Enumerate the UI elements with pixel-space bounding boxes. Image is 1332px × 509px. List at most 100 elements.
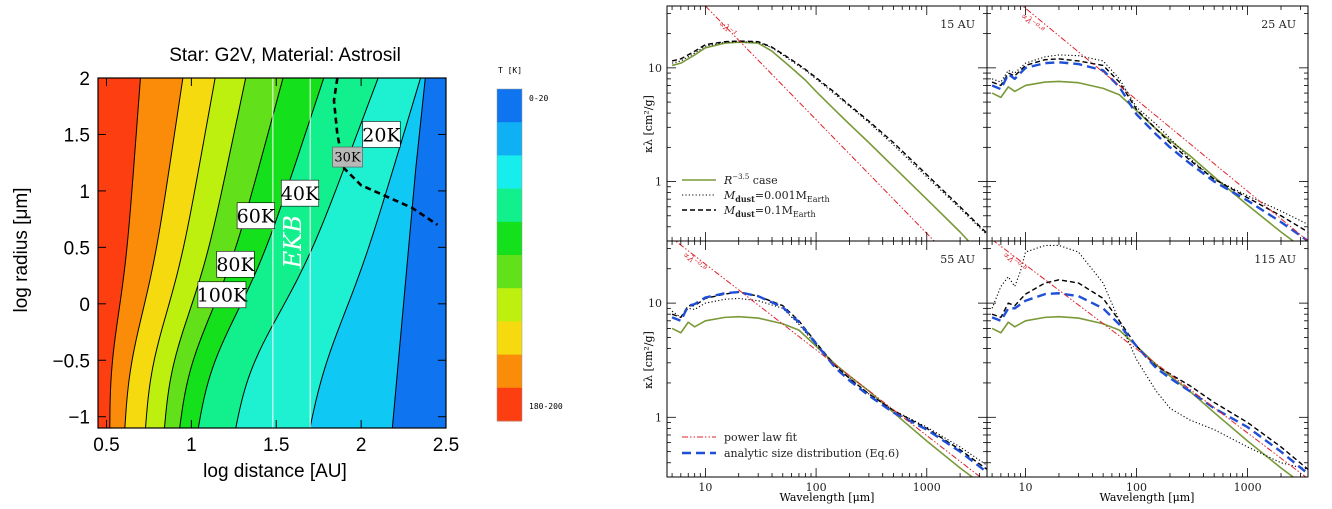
series-dashed-blue-1 (991, 61, 1308, 241)
series-solid-olive-0 (671, 41, 970, 241)
contour-label-box-2 (280, 179, 320, 207)
series-powerlaw-3 (993, 241, 1307, 477)
panel-frame-0 (666, 5, 988, 242)
series-dotted-black-1 (991, 54, 1308, 225)
contour-line-0 (109, 77, 141, 429)
powerlaw-label-2: ∝λ⁻⁰·⁸ (681, 250, 708, 275)
panel-label-3: 115 AU (1254, 253, 1296, 266)
contour-line-8 (391, 77, 426, 429)
band-7 (235, 78, 421, 428)
contour-label-4: 80K (216, 254, 255, 276)
xtick-label-2-2: 1000 (913, 481, 941, 494)
contour-frame (97, 77, 447, 429)
colorbar-cell-5 (497, 255, 522, 289)
opacity-panels: 15 AU∝λ⁻¹ 25 AU∝λ⁻⁰·⁸55 AU∝λ⁻⁰·⁸ 115 AU∝λ⁻… (642, 5, 1309, 504)
legend-text-1: Mdust=0.001MEarth (723, 189, 830, 204)
panel-2 (671, 241, 987, 477)
contour-label-1: 30K (334, 151, 361, 166)
colorbar: T [K] 0-20 180-200 (496, 66, 563, 422)
band-2 (124, 78, 216, 428)
xtick-label-3-2: 1000 (1234, 481, 1262, 494)
xtick-label-3-0: 10 (1019, 481, 1033, 494)
contour-plot: Star: G2V, Material: Astrosil EKB 20K30K… (11, 45, 459, 482)
ytick-label-1: 1.5 (64, 125, 90, 146)
ytick-label-2: 1 (79, 182, 90, 203)
panel-frame-1 (986, 5, 1309, 242)
contour-label-3: 60K (237, 206, 276, 228)
series-powerlaw-2 (674, 241, 982, 477)
legend-text-0: R−3.5 case (723, 173, 778, 187)
legend-text-1: analytic size distribution (Eq.6) (724, 447, 899, 460)
ytick-label-2-1: 1 (655, 411, 662, 424)
colorbar-top-label: 0-20 (529, 94, 548, 103)
contour-axes: 0.5 1 1.5 2 2.5 2 1.5 1 0.5 0 −0.5 −1 (52, 69, 459, 456)
ytick-label-5: −0.5 (52, 351, 90, 372)
colorbar-cell-6 (497, 288, 522, 322)
contour-title: Star: G2V, Material: Astrosil (169, 45, 401, 66)
xtick-label-2-0: 10 (698, 481, 712, 494)
panel-3 (991, 241, 1308, 477)
series-dashed-blue-3 (991, 292, 1308, 475)
xtick-label-3-1: 100 (1126, 481, 1147, 494)
xtick-label-2: 1.5 (263, 435, 289, 456)
series-dashed-black-0 (671, 40, 987, 234)
powerlaw-label-1: ∝λ⁻⁰·⁸ (1019, 12, 1046, 37)
contour-line-5 (197, 77, 325, 429)
colorbar-cell-4 (497, 221, 522, 256)
series-solid-olive-1 (991, 80, 1295, 241)
colorbar-bottom-label: 180-200 (529, 402, 563, 411)
colorbar-cell-9 (497, 387, 522, 422)
colorbar-cell-1 (497, 122, 522, 156)
xtick-label-2-1: 100 (806, 481, 827, 494)
legend-text-2: Mdust=0.1MEarth (723, 204, 816, 219)
contour-label-box-0 (362, 121, 401, 148)
colorbar-frame (496, 88, 523, 422)
sublimation-line (332, 77, 439, 226)
contour-ylabel: log radius [μm] (11, 188, 32, 313)
panel-frame-3 (986, 240, 1309, 478)
contour-label-box-5 (197, 281, 247, 309)
ytick-label-6: −1 (68, 408, 90, 429)
band-8 (309, 78, 426, 428)
colorbar-cells (496, 88, 523, 422)
colorbar-cell-7 (497, 321, 522, 356)
series-dotted-black-0 (671, 41, 987, 236)
series-dotted-black-2 (671, 297, 987, 466)
panel-frame-2 (666, 240, 988, 478)
band-0 (98, 78, 141, 428)
legend-top: R−3.5 case Mdust=0.001MEarthMdust=0.1MEar… (682, 173, 830, 219)
contour-label-5: 100K (197, 285, 248, 307)
series-dashed-black-2 (671, 291, 987, 470)
xtick-label-3: 2 (356, 435, 367, 456)
ylabel-top: κλ [cm²/g] (642, 95, 655, 153)
colorbar-cell-2 (497, 155, 522, 190)
colorbar-cell-3 (497, 188, 522, 223)
band-3 (145, 78, 246, 428)
ytick-label-4: 0 (79, 295, 90, 316)
ylabel-bottom: κλ [cm²/g] (642, 331, 655, 389)
contour-label-0: 20K (362, 124, 401, 146)
series-powerlaw-0 (705, 6, 935, 241)
series-powerlaw-1 (1021, 6, 1308, 241)
contour-label-box-3 (236, 202, 275, 230)
contour-xlabel: log distance [AU] (203, 461, 347, 482)
contour-lines (109, 77, 426, 429)
legend-bottom: power law fit analytic size distribution … (682, 431, 899, 460)
ytick-label-0-1: 1 (655, 176, 662, 189)
xtick-label-1: 1 (186, 435, 197, 456)
xlabel-left: Wavelength [μm] (780, 491, 875, 504)
contour-label-box-4 (216, 250, 255, 278)
contour-line-2 (145, 77, 216, 429)
ytick-label-2-0: 10 (648, 297, 662, 310)
panel-label-2: 55 AU (940, 253, 975, 266)
series-solid-olive-2 (671, 315, 974, 477)
panel-1 (991, 6, 1308, 241)
powerlaw-label-3: ∝λ⁻⁰·⁸ (1001, 250, 1028, 275)
colorbar-title: T [K] (498, 66, 522, 75)
ekb-label: EKB (279, 215, 307, 269)
xtick-label-0: 0.5 (93, 435, 119, 456)
series-dashed-black-1 (991, 58, 1308, 233)
series-solid-olive-3 (991, 315, 1295, 477)
